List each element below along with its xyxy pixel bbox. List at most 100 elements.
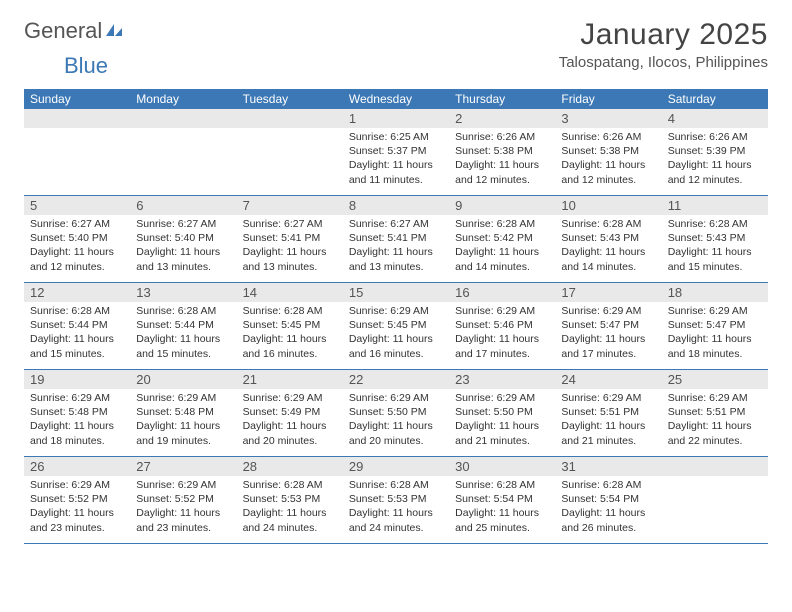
sunset-text: Sunset: 5:47 PM xyxy=(561,318,655,332)
sunset-text: Sunset: 5:41 PM xyxy=(349,231,443,245)
daylight-text: Daylight: 11 hours and 14 minutes. xyxy=(455,245,549,273)
daylight-text: Daylight: 11 hours and 17 minutes. xyxy=(561,332,655,360)
day-number: 7 xyxy=(237,196,343,215)
sunset-text: Sunset: 5:54 PM xyxy=(561,492,655,506)
day-cell: 3Sunrise: 6:26 AMSunset: 5:38 PMDaylight… xyxy=(555,109,661,195)
day-details: Sunrise: 6:29 AMSunset: 5:48 PMDaylight:… xyxy=(24,391,130,448)
day-details: Sunrise: 6:28 AMSunset: 5:43 PMDaylight:… xyxy=(555,217,661,274)
weekday-header: Monday xyxy=(130,89,236,109)
day-number: 1 xyxy=(343,109,449,128)
sunset-text: Sunset: 5:48 PM xyxy=(136,405,230,419)
daylight-text: Daylight: 11 hours and 20 minutes. xyxy=(243,419,337,447)
day-cell: 5Sunrise: 6:27 AMSunset: 5:40 PMDaylight… xyxy=(24,196,130,282)
week-row: 12Sunrise: 6:28 AMSunset: 5:44 PMDayligh… xyxy=(24,283,768,370)
sunrise-text: Sunrise: 6:29 AM xyxy=(668,391,762,405)
day-details: Sunrise: 6:29 AMSunset: 5:52 PMDaylight:… xyxy=(130,478,236,535)
day-number: 3 xyxy=(555,109,661,128)
calendar: Sunday Monday Tuesday Wednesday Thursday… xyxy=(24,89,768,544)
day-details: Sunrise: 6:28 AMSunset: 5:54 PMDaylight:… xyxy=(449,478,555,535)
day-details: Sunrise: 6:26 AMSunset: 5:39 PMDaylight:… xyxy=(662,130,768,187)
sunrise-text: Sunrise: 6:28 AM xyxy=(455,217,549,231)
sunrise-text: Sunrise: 6:28 AM xyxy=(561,478,655,492)
sunrise-text: Sunrise: 6:27 AM xyxy=(30,217,124,231)
day-cell: 18Sunrise: 6:29 AMSunset: 5:47 PMDayligh… xyxy=(662,283,768,369)
sunrise-text: Sunrise: 6:28 AM xyxy=(455,478,549,492)
day-number xyxy=(24,109,130,128)
day-number: 11 xyxy=(662,196,768,215)
sunset-text: Sunset: 5:40 PM xyxy=(30,231,124,245)
weekday-header: Friday xyxy=(555,89,661,109)
day-cell: 24Sunrise: 6:29 AMSunset: 5:51 PMDayligh… xyxy=(555,370,661,456)
sunset-text: Sunset: 5:54 PM xyxy=(455,492,549,506)
daylight-text: Daylight: 11 hours and 21 minutes. xyxy=(561,419,655,447)
sunset-text: Sunset: 5:42 PM xyxy=(455,231,549,245)
day-details: Sunrise: 6:29 AMSunset: 5:48 PMDaylight:… xyxy=(130,391,236,448)
sunset-text: Sunset: 5:53 PM xyxy=(349,492,443,506)
day-cell: 2Sunrise: 6:26 AMSunset: 5:38 PMDaylight… xyxy=(449,109,555,195)
sunrise-text: Sunrise: 6:29 AM xyxy=(243,391,337,405)
day-cell: 26Sunrise: 6:29 AMSunset: 5:52 PMDayligh… xyxy=(24,457,130,543)
location-text: Talospatang, Ilocos, Philippines xyxy=(559,54,768,71)
sunset-text: Sunset: 5:43 PM xyxy=(561,231,655,245)
brand-logo: General xyxy=(24,18,124,44)
sunset-text: Sunset: 5:38 PM xyxy=(561,144,655,158)
day-number: 14 xyxy=(237,283,343,302)
daylight-text: Daylight: 11 hours and 12 minutes. xyxy=(30,245,124,273)
day-details: Sunrise: 6:29 AMSunset: 5:50 PMDaylight:… xyxy=(343,391,449,448)
day-number: 8 xyxy=(343,196,449,215)
day-number: 18 xyxy=(662,283,768,302)
day-number: 17 xyxy=(555,283,661,302)
sunrise-text: Sunrise: 6:29 AM xyxy=(30,391,124,405)
sunrise-text: Sunrise: 6:28 AM xyxy=(561,217,655,231)
day-number: 25 xyxy=(662,370,768,389)
day-cell: 8Sunrise: 6:27 AMSunset: 5:41 PMDaylight… xyxy=(343,196,449,282)
sunset-text: Sunset: 5:38 PM xyxy=(455,144,549,158)
day-number: 29 xyxy=(343,457,449,476)
day-details: Sunrise: 6:29 AMSunset: 5:47 PMDaylight:… xyxy=(555,304,661,361)
day-details: Sunrise: 6:29 AMSunset: 5:45 PMDaylight:… xyxy=(343,304,449,361)
daylight-text: Daylight: 11 hours and 11 minutes. xyxy=(349,158,443,186)
day-details: Sunrise: 6:29 AMSunset: 5:51 PMDaylight:… xyxy=(662,391,768,448)
weeks-container: 1 Sunrise: 6:25 AMSunset: 5:37 PMDaylight… xyxy=(24,109,768,544)
day-cell: 7Sunrise: 6:27 AMSunset: 5:41 PMDaylight… xyxy=(237,196,343,282)
day-details: Sunrise: 6:28 AMSunset: 5:44 PMDaylight:… xyxy=(130,304,236,361)
day-number xyxy=(237,109,343,128)
day-number: 21 xyxy=(237,370,343,389)
day-cell xyxy=(662,457,768,543)
sunrise-text: Sunrise: 6:25 AM xyxy=(349,130,443,144)
day-details: Sunrise: 6:25 AMSunset: 5:37 PMDaylight:… xyxy=(343,130,449,187)
daylight-text: Daylight: 11 hours and 23 minutes. xyxy=(136,506,230,534)
daylight-text: Daylight: 11 hours and 24 minutes. xyxy=(349,506,443,534)
sunrise-text: Sunrise: 6:28 AM xyxy=(30,304,124,318)
day-details: Sunrise: 6:28 AMSunset: 5:54 PMDaylight:… xyxy=(555,478,661,535)
sunset-text: Sunset: 5:51 PM xyxy=(668,405,762,419)
sunset-text: Sunset: 5:50 PM xyxy=(455,405,549,419)
sunset-text: Sunset: 5:39 PM xyxy=(668,144,762,158)
daylight-text: Daylight: 11 hours and 25 minutes. xyxy=(455,506,549,534)
day-cell: 14Sunrise: 6:28 AMSunset: 5:45 PMDayligh… xyxy=(237,283,343,369)
daylight-text: Daylight: 11 hours and 16 minutes. xyxy=(243,332,337,360)
day-cell: 19Sunrise: 6:29 AMSunset: 5:48 PMDayligh… xyxy=(24,370,130,456)
daylight-text: Daylight: 11 hours and 14 minutes. xyxy=(561,245,655,273)
sunrise-text: Sunrise: 6:29 AM xyxy=(561,304,655,318)
day-details: Sunrise: 6:27 AMSunset: 5:40 PMDaylight:… xyxy=(130,217,236,274)
day-details: Sunrise: 6:28 AMSunset: 5:44 PMDaylight:… xyxy=(24,304,130,361)
sunrise-text: Sunrise: 6:28 AM xyxy=(668,217,762,231)
daylight-text: Daylight: 11 hours and 17 minutes. xyxy=(455,332,549,360)
day-cell: 17 Sunrise: 6:29 AMSunset: 5:47 PMDayligh… xyxy=(555,283,661,369)
sunset-text: Sunset: 5:50 PM xyxy=(349,405,443,419)
daylight-text: Daylight: 11 hours and 18 minutes. xyxy=(668,332,762,360)
day-number: 4 xyxy=(662,109,768,128)
day-cell: 22Sunrise: 6:29 AMSunset: 5:50 PMDayligh… xyxy=(343,370,449,456)
day-number: 6 xyxy=(130,196,236,215)
daylight-text: Daylight: 11 hours and 16 minutes. xyxy=(349,332,443,360)
title-block: January 2025 Talospatang, Ilocos, Philip… xyxy=(559,18,768,71)
day-cell xyxy=(24,109,130,195)
daylight-text: Daylight: 11 hours and 19 minutes. xyxy=(136,419,230,447)
sunrise-text: Sunrise: 6:29 AM xyxy=(136,478,230,492)
day-number: 27 xyxy=(130,457,236,476)
sunrise-text: Sunrise: 6:29 AM xyxy=(455,304,549,318)
daylight-text: Daylight: 11 hours and 12 minutes. xyxy=(455,158,549,186)
day-number: 30 xyxy=(449,457,555,476)
weekday-header: Saturday xyxy=(662,89,768,109)
